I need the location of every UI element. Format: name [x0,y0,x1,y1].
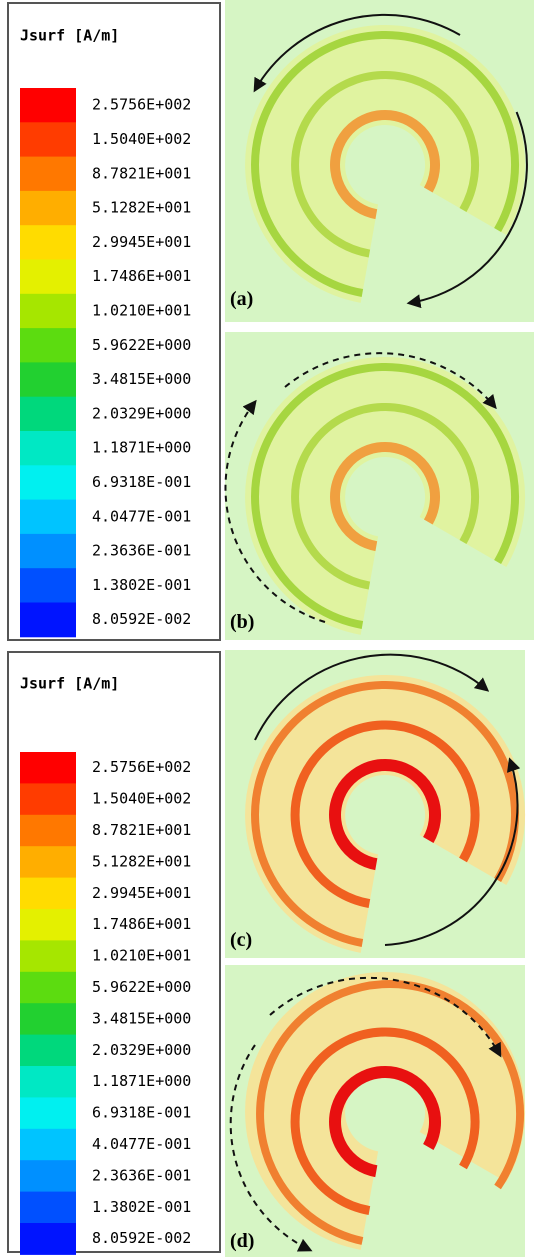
legend-label: 2.3636E-001 [92,1166,191,1184]
legend-swatch [20,814,76,847]
legend-label: 8.0592E-002 [92,1229,191,1247]
legend-swatch [20,328,76,363]
legend-swatch [20,846,76,879]
legend-swatch [20,156,76,192]
legend-swatch [20,602,76,638]
legend-label: 1.5040E+002 [92,790,191,808]
legend-title: Jsurf [A/m] [20,675,119,693]
legend-label: 8.7821E+001 [92,164,191,182]
legend-swatch [20,122,76,158]
legend-label: 1.1871E+000 [92,1072,191,1090]
legend-swatch [20,783,76,816]
legend-label: 1.0210E+001 [92,947,191,965]
legend-label: 5.9622E+000 [92,978,191,996]
legend-swatch [20,1003,76,1036]
legend-swatch [20,568,76,603]
legend-label: 2.3636E-001 [92,542,191,560]
legend-swatch [20,225,76,260]
legend-swatch [20,1128,76,1161]
legend-swatch [20,752,76,784]
legend-swatch [20,259,76,295]
legend-swatch [20,909,76,941]
legend-label: 5.1282E+001 [92,852,191,870]
legend-label: 1.3802E-001 [92,576,191,594]
panel-label: (a) [230,288,253,310]
legend-label: 2.9945E+001 [92,884,191,902]
legend-swatch [20,533,76,569]
legend-label: 5.1282E+001 [92,199,191,217]
legend-swatch [20,293,76,329]
legend-label: 2.0329E+000 [92,404,191,422]
legend-swatch [20,1191,76,1224]
legend-swatch [20,1160,76,1193]
legend-label: 5.9622E+000 [92,336,191,354]
panel-d: (d) [225,965,526,1257]
legend-swatch [20,396,76,432]
panel-label: (d) [230,1230,254,1252]
legend-label: 8.0592E-002 [92,610,191,628]
legend-swatch [20,190,76,226]
legend-swatch [20,499,76,535]
legend-label: 3.4815E+000 [92,370,191,388]
legend-swatch [20,1034,76,1067]
legend-title: Jsurf [A/m] [20,27,119,45]
legend-label: 6.9318E-001 [92,473,191,491]
legend-swatch [20,1097,76,1130]
legend-label: 2.0329E+000 [92,1041,191,1059]
legend-label: 2.5756E+002 [92,96,191,114]
legend-label: 3.4815E+000 [92,1009,191,1027]
legend-swatch [20,431,76,466]
legend-label: 1.1871E+000 [92,439,191,457]
legend-swatch [20,1066,76,1098]
legend-label: 4.0477E-001 [92,507,191,525]
legend-label: 6.9318E-001 [92,1104,191,1122]
legend-label: 1.7486E+001 [92,267,191,285]
legend-label: 1.7486E+001 [92,915,191,933]
legend-label: 1.5040E+002 [92,130,191,148]
legend-swatch [20,88,76,123]
legend-label: 4.0477E-001 [92,1135,191,1153]
panel-a: (a) [225,0,534,322]
panel-b: (b) [224,332,534,640]
legend-label: 2.9945E+001 [92,233,191,251]
legend-label: 1.0210E+001 [92,301,191,319]
legend-swatch [20,940,76,973]
legend-swatch [20,362,76,398]
panel-label: (c) [230,929,252,951]
legend-label: 8.7821E+001 [92,821,191,839]
legend-swatch [20,1223,76,1255]
panel-c: (c) [225,650,526,958]
legend-label: 2.5756E+002 [92,758,191,776]
legend-swatch [20,971,76,1004]
legend-swatch [20,877,76,910]
legend-swatch [20,465,76,501]
legend-label: 1.3802E-001 [92,1198,191,1216]
panel-label: (b) [230,611,254,633]
